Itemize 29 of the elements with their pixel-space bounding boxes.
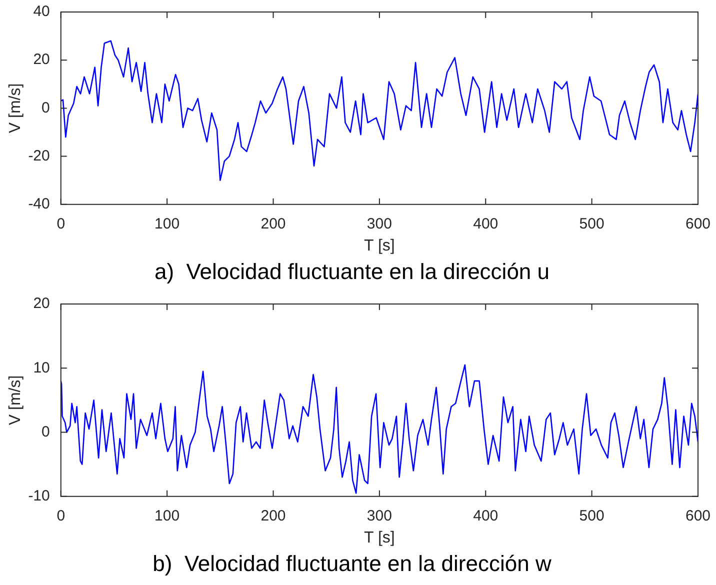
x-axis-title: T [s]: [364, 529, 395, 546]
y-tick-label: -10: [28, 488, 50, 505]
y-tick-label: 0: [42, 99, 50, 116]
x-tick-label: 400: [473, 508, 498, 525]
x-tick-label: 500: [579, 508, 604, 525]
x-tick-label: 0: [56, 216, 66, 233]
y-tick-label: 40: [33, 3, 50, 20]
x-axis-title: T [s]: [364, 237, 395, 254]
y-tick-label: -40: [28, 196, 50, 213]
x-tick-label: 200: [260, 508, 286, 525]
y-tick-label: 20: [33, 295, 50, 312]
x-tick-label: 500: [579, 216, 604, 233]
y-tick-label: 10: [33, 359, 50, 376]
x-tick-label: 300: [366, 216, 392, 233]
y-tick-label: 20: [33, 51, 50, 68]
x-tick-label: 200: [260, 216, 286, 233]
x-tick-label: 0: [56, 508, 66, 525]
x-tick-label: 100: [154, 216, 180, 233]
y-axis-title: V [m/s]: [7, 83, 24, 134]
y-tick-label: 0: [42, 423, 50, 440]
x-tick-label: 600: [685, 216, 711, 233]
x-tick-label: 400: [473, 216, 498, 233]
x-tick-label: 300: [366, 508, 392, 525]
y-tick-label: -20: [28, 147, 50, 164]
y-axis-title: V [m/s]: [7, 375, 24, 426]
x-tick-label: 600: [685, 508, 711, 525]
text: a) Velocidad fluctuante en la dirección u: [154, 258, 550, 284]
x-tick-label: 100: [154, 508, 180, 525]
text: b) Velocidad fluctuante en la dirección w: [152, 550, 552, 576]
